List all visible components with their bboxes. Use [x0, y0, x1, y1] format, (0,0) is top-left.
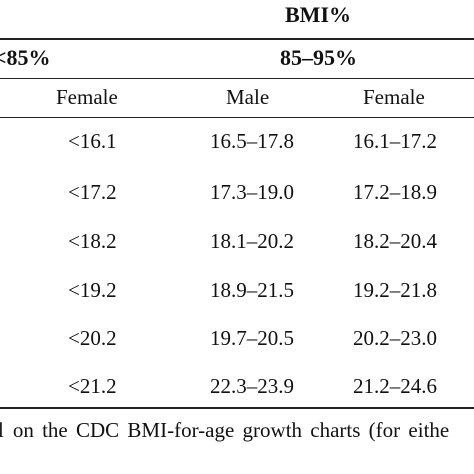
- header-rule: [0, 38, 474, 40]
- table-cell: <18.2: [68, 229, 117, 253]
- table-cell: <19.2: [68, 278, 117, 302]
- table-cell: <20.2: [68, 326, 117, 350]
- table-cell: <16.1: [68, 129, 117, 153]
- table-bottom-rule: [0, 407, 474, 409]
- table-cell: 20.2–23.0: [353, 326, 437, 350]
- table-cell: 17.2–18.9: [353, 180, 437, 204]
- group-header-85-95: 85–95%: [280, 45, 357, 70]
- table-cell: 17.3–19.0: [210, 180, 294, 204]
- group-rule: [0, 78, 474, 80]
- bmi-super-header: BMI%: [285, 2, 351, 27]
- table-cell: <17.2: [68, 180, 117, 204]
- table-cell: 19.2–21.8: [353, 278, 437, 302]
- table-cell: 16.1–17.2: [353, 129, 437, 153]
- column-header-female-85-95: Female: [363, 85, 425, 109]
- table-cell: 22.3–23.9: [210, 374, 294, 398]
- column-header-male-85-95: Male: [226, 85, 270, 109]
- table-cell: 19.7–20.5: [210, 326, 294, 350]
- table-footnote: l on the CDC BMI-for-age growth charts (f…: [0, 418, 449, 443]
- table-cell: 21.2–24.6: [353, 374, 437, 398]
- table-cell: <21.2: [68, 374, 117, 398]
- column-header-rule: [0, 117, 474, 119]
- column-header-female-below-85: Female: [56, 85, 118, 109]
- table-cell: 18.2–20.4: [353, 229, 437, 253]
- group-header-below-85-text: 85%: [6, 45, 51, 70]
- group-header-below-85: <85%: [0, 45, 51, 70]
- table-cell: 18.9–21.5: [210, 278, 294, 302]
- footnote-cut-glyph: l: [0, 418, 4, 442]
- footnote-text: on the CDC BMI-for-age growth charts (fo…: [12, 418, 450, 442]
- table-cell: 16.5–17.8: [210, 129, 294, 153]
- table-cell: 18.1–20.2: [210, 229, 294, 253]
